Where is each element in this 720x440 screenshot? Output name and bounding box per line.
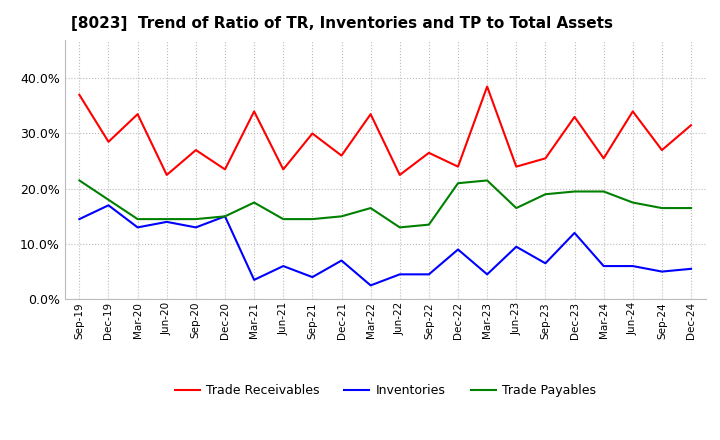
- Trade Payables: [366, 205, 375, 211]
- Trade Receivables: [250, 109, 258, 114]
- Trade Payables: [250, 200, 258, 205]
- Inventories: [599, 264, 608, 269]
- Inventories: [163, 219, 171, 224]
- Trade Payables: [192, 216, 200, 222]
- Inventories: [570, 230, 579, 235]
- Trade Receivables: [657, 147, 666, 153]
- Line: Trade Payables: Trade Payables: [79, 180, 691, 227]
- Inventories: [395, 272, 404, 277]
- Inventories: [541, 260, 550, 266]
- Trade Payables: [657, 205, 666, 211]
- Trade Receivables: [75, 92, 84, 98]
- Trade Receivables: [104, 139, 113, 144]
- Trade Payables: [395, 225, 404, 230]
- Trade Payables: [279, 216, 287, 222]
- Trade Receivables: [512, 164, 521, 169]
- Trade Payables: [308, 216, 317, 222]
- Trade Payables: [541, 191, 550, 197]
- Trade Receivables: [687, 123, 696, 128]
- Inventories: [512, 244, 521, 249]
- Inventories: [308, 275, 317, 280]
- Trade Payables: [687, 205, 696, 211]
- Trade Payables: [104, 197, 113, 202]
- Trade Payables: [599, 189, 608, 194]
- Trade Payables: [220, 214, 229, 219]
- Trade Payables: [629, 200, 637, 205]
- Inventories: [75, 216, 84, 222]
- Trade Receivables: [192, 147, 200, 153]
- Trade Payables: [163, 216, 171, 222]
- Inventories: [657, 269, 666, 274]
- Inventories: [629, 264, 637, 269]
- Trade Receivables: [163, 172, 171, 178]
- Trade Receivables: [483, 84, 492, 89]
- Inventories: [425, 272, 433, 277]
- Trade Payables: [570, 189, 579, 194]
- Trade Receivables: [454, 164, 462, 169]
- Line: Inventories: Inventories: [79, 205, 691, 286]
- Trade Receivables: [337, 153, 346, 158]
- Trade Receivables: [395, 172, 404, 178]
- Trade Receivables: [133, 111, 142, 117]
- Trade Payables: [133, 216, 142, 222]
- Legend: Trade Receivables, Inventories, Trade Payables: Trade Receivables, Inventories, Trade Pa…: [170, 379, 600, 402]
- Trade Receivables: [599, 156, 608, 161]
- Inventories: [687, 266, 696, 271]
- Inventories: [337, 258, 346, 263]
- Inventories: [133, 225, 142, 230]
- Trade Payables: [483, 178, 492, 183]
- Trade Receivables: [629, 109, 637, 114]
- Inventories: [366, 283, 375, 288]
- Inventories: [454, 247, 462, 252]
- Inventories: [250, 277, 258, 282]
- Trade Receivables: [570, 114, 579, 120]
- Trade Payables: [75, 178, 84, 183]
- Trade Payables: [454, 180, 462, 186]
- Trade Receivables: [279, 167, 287, 172]
- Inventories: [220, 214, 229, 219]
- Inventories: [279, 264, 287, 269]
- Line: Trade Receivables: Trade Receivables: [79, 87, 691, 175]
- Trade Payables: [512, 205, 521, 211]
- Trade Payables: [337, 214, 346, 219]
- Inventories: [483, 272, 492, 277]
- Trade Receivables: [366, 111, 375, 117]
- Trade Receivables: [220, 167, 229, 172]
- Trade Receivables: [425, 150, 433, 155]
- Trade Receivables: [541, 156, 550, 161]
- Inventories: [192, 225, 200, 230]
- Trade Payables: [425, 222, 433, 227]
- Trade Receivables: [308, 131, 317, 136]
- Text: [8023]  Trend of Ratio of TR, Inventories and TP to Total Assets: [8023] Trend of Ratio of TR, Inventories…: [71, 16, 613, 32]
- Inventories: [104, 203, 113, 208]
